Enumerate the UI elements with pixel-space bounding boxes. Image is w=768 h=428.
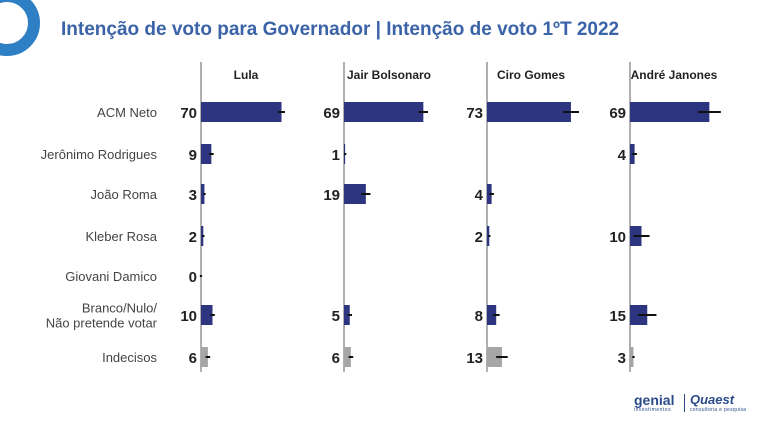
category-label-acm-neto: ACM Neto [97,105,157,120]
value-label-ciro-gomes-kleber-rosa: 2 [475,229,483,246]
bar-jair-bolsonaro-branco-nulo-nao-pretende-votar [344,305,350,325]
value-label-andre-janones-kleber-rosa: 10 [609,229,626,246]
value-label-lula-indecisos: 6 [189,350,197,367]
quaest-logo-sub: consultoria e pesquisa [690,407,747,413]
bar-lula-indecisos [201,347,208,367]
bar-lula-jeronimo-rodrigues [201,144,212,164]
value-label-jair-bolsonaro-indecisos: 6 [332,350,340,367]
value-label-andre-janones-branco-nulo-nao-pretende-votar: 15 [609,308,626,325]
bar-jair-bolsonaro-acm-neto [344,102,424,122]
value-label-andre-janones-indecisos: 3 [618,350,626,367]
value-label-lula-branco-nulo-nao-pretende-votar: 10 [180,308,197,325]
value-label-lula-jeronimo-rodrigues: 9 [189,147,197,164]
value-label-ciro-gomes-acm-neto: 73 [466,105,483,122]
category-label-kleber-rosa: Kleber Rosa [85,229,157,244]
category-label-giovani-damico: Giovani Damico [65,269,157,284]
value-label-andre-janones-acm-neto: 69 [609,105,626,122]
bar-lula-acm-neto [201,102,282,122]
value-label-jair-bolsonaro-joao-roma: 19 [323,187,340,204]
value-label-jair-bolsonaro-branco-nulo-nao-pretende-votar: 5 [332,308,340,325]
bar-lula-joao-roma [201,184,205,204]
value-label-andre-janones-jeronimo-rodrigues: 4 [618,147,627,164]
value-label-lula-acm-neto: 70 [180,105,197,122]
value-label-lula-joao-roma: 3 [189,187,197,204]
bar-lula-branco-nulo-nao-pretende-votar [201,305,213,325]
panel-header-ciro-gomes: Ciro Gomes [497,68,565,82]
panel-header-jair-bolsonaro: Jair Bolsonaro [347,68,431,82]
bar-ciro-gomes-branco-nulo-nao-pretende-votar [487,305,497,325]
value-label-ciro-gomes-indecisos: 13 [466,350,483,367]
bar-andre-janones-indecisos [630,347,634,367]
bar-jair-bolsonaro-joao-roma [344,184,366,204]
value-label-jair-bolsonaro-acm-neto: 69 [323,105,340,122]
value-label-lula-kleber-rosa: 2 [189,229,197,246]
category-label-jeronimo-rodrigues: Jerônimo Rodrigues [41,147,158,162]
value-label-jair-bolsonaro-jeronimo-rodrigues: 1 [332,147,340,164]
genial-logo: genial [634,392,675,408]
value-label-lula-giovani-damico: 0 [189,269,197,286]
panel-header-andre-janones: André Janones [631,68,718,82]
bar-jair-bolsonaro-indecisos [344,347,351,367]
category-label-indecisos: Indecisos [102,350,157,365]
bar-andre-janones-acm-neto [630,102,710,122]
bar-ciro-gomes-indecisos [487,347,502,367]
brand-separator [684,394,685,412]
bar-ciro-gomes-acm-neto [487,102,571,122]
genial-logo-sub: investimentos [634,407,672,413]
category-label-joao-roma: João Roma [91,187,158,202]
value-label-ciro-gomes-branco-nulo-nao-pretende-votar: 8 [475,308,483,325]
chart-title: Intenção de voto para Governador | Inten… [61,19,620,40]
category-label-branco-nulo-nao-pretende-votar: Branco/Nulo/Não pretende votar [46,301,158,331]
quaest-logo: Quaest [690,392,735,407]
panel-header-lula: Lula [234,68,259,82]
value-label-ciro-gomes-joao-roma: 4 [475,187,484,204]
